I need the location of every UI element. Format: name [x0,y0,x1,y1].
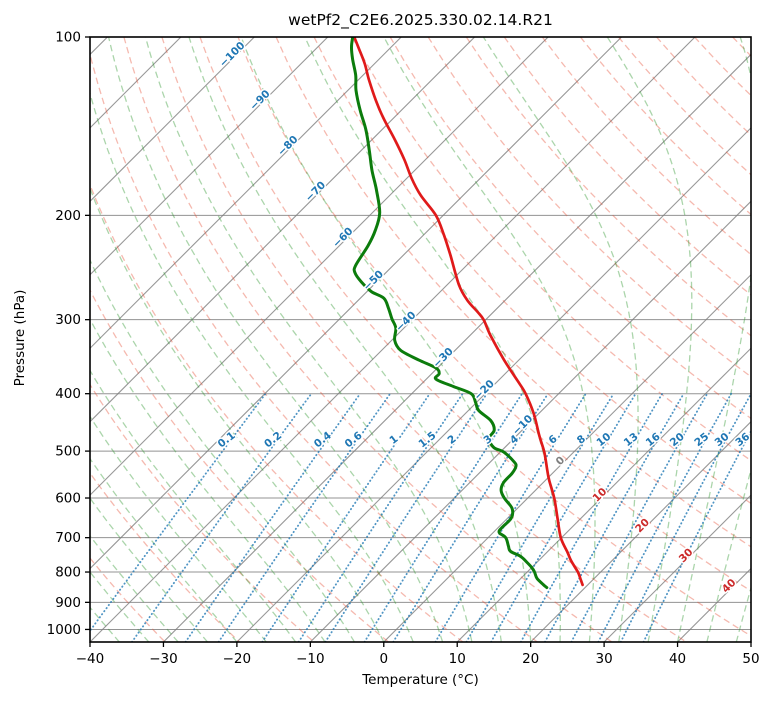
x-tick-label: 20 [522,651,539,667]
isotherm-lines [90,37,751,642]
mixing-ratio-label: 1.5 [416,429,438,450]
isotherm-label: −40 [393,309,418,334]
mixing-ratio-label: 8 [575,433,588,447]
mixing-ratio-label: 30 [713,431,732,449]
isotherm-label: 20 [633,516,652,535]
pressure-gridlines [90,37,751,630]
x-tick-label: −20 [223,651,252,667]
axis-tick-labels: −40 −30 −20 −10 0 10 20 30 40 5010020030040050060… [47,30,760,668]
isotherm-label: −60 [331,225,356,250]
mixing-ratio-label: 0.6 [343,429,365,450]
y-tick-label: 100 [55,30,81,46]
y-tick-label: 700 [55,530,81,546]
x-tick-label: 30 [596,651,613,667]
mixing-ratio-label: 0.2 [262,429,284,450]
y-tick-label: 800 [55,565,81,581]
plot-border [89,36,752,643]
mixing-ratio-label: 0.1 [216,429,238,450]
x-tick-label: 10 [449,651,466,667]
mixing-ratio-label: 2 [445,433,458,447]
isotherm-label: 30 [677,546,696,565]
x-tick-label: 50 [742,651,759,667]
y-tick-label: 900 [55,595,81,611]
inline-line-labels: −100−90−80−70−60−50−40−30−20−10010203040… [214,38,752,597]
axis-ticks [85,36,752,647]
x-tick-label: −10 [296,651,325,667]
mixing-ratio-label: 36 [733,431,752,449]
temperature-curve [352,37,584,587]
isotherm-label: 0 [554,454,568,468]
x-tick-label: 40 [669,651,686,667]
y-tick-label: 500 [55,444,81,460]
mixing-ratio-label: 1 [387,433,400,447]
isotherm-label: −20 [472,378,497,403]
isotherm-label: −50 [361,268,386,293]
mixing-ratio-lines [90,392,751,642]
sounding-profiles [349,37,584,590]
y-tick-label: 400 [55,386,81,402]
mixing-ratio-label: 10 [594,431,613,449]
chart-title: wetPf2_C2E6.2025.330.02.14.R21 [288,11,553,29]
x-tick-label: −40 [76,651,105,667]
x-axis-label: Temperature (°C) [362,672,479,688]
x-tick-label: 0 [379,651,388,667]
mixing-ratio-label: 16 [644,431,663,449]
dry-adiabat-lines [90,37,751,642]
isotherm-label: −100 [217,40,247,70]
dewpoint-curve [349,37,549,590]
mixing-ratio-label: 0.4 [312,429,334,450]
y-tick-label: 1000 [47,622,81,638]
y-tick-label: 200 [55,208,81,224]
isotherm-label: −90 [248,88,273,113]
y-tick-label: 600 [55,491,81,507]
x-tick-label: −30 [149,651,178,667]
y-tick-label: 300 [55,312,81,328]
isotherm-label: −30 [431,345,456,370]
